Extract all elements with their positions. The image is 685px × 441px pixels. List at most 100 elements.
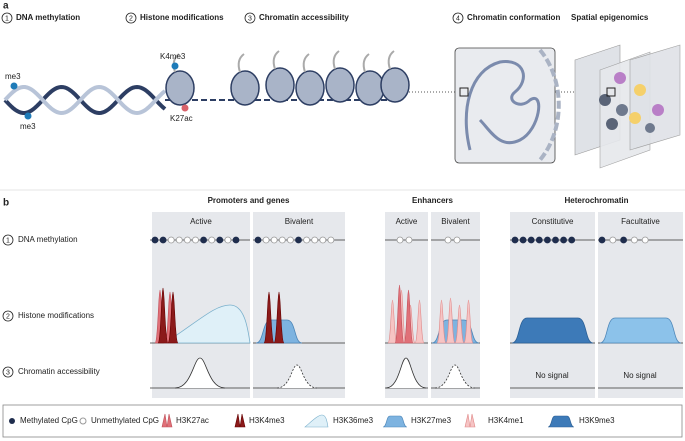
unmethylated-cpg xyxy=(453,236,461,244)
column-title: Facultative xyxy=(621,217,660,226)
mark-dot xyxy=(171,62,179,70)
legend-label: H3K9me3 xyxy=(579,416,615,425)
column-title: Bivalent xyxy=(441,217,470,226)
nucleosome xyxy=(165,70,195,106)
legend-icon xyxy=(79,417,87,425)
group-title: Heterochromatin xyxy=(564,196,628,205)
accessibility-peak xyxy=(174,357,226,389)
methylated-cpg xyxy=(560,236,567,244)
methylated-cpg xyxy=(598,236,606,244)
conformation-box xyxy=(454,47,561,164)
group-title: Enhancers xyxy=(412,196,453,205)
peak xyxy=(263,291,285,344)
step-number: 3 xyxy=(6,369,10,376)
histone-tail xyxy=(302,53,310,73)
unmethylated-cpg xyxy=(327,236,335,244)
mark-label: K27ac xyxy=(170,114,193,123)
step-number: 2 xyxy=(6,313,10,320)
mark-dot xyxy=(10,82,18,90)
unmethylated-cpg xyxy=(444,236,452,244)
peak xyxy=(394,284,414,344)
unmethylated-cpg xyxy=(183,236,191,244)
nucleosome xyxy=(265,67,295,103)
methylated-cpg xyxy=(552,236,559,244)
methylated-cpg xyxy=(535,236,543,244)
step-number: 4 xyxy=(456,15,460,22)
legend-icon xyxy=(234,413,246,428)
peak xyxy=(157,287,179,344)
legend-label: H3K4me3 xyxy=(249,416,285,425)
nucleosome xyxy=(295,70,325,106)
legend-label: H3K36me3 xyxy=(333,416,374,425)
unmethylated-cpg xyxy=(278,236,286,244)
column-title: Active xyxy=(190,217,212,226)
unmethylated-cpg xyxy=(224,236,232,244)
methylated-cpg xyxy=(511,236,519,244)
legend-icon xyxy=(382,415,408,428)
mark-dot xyxy=(181,104,189,112)
plateau xyxy=(511,317,594,344)
number-circle xyxy=(2,366,14,378)
step-number: 1 xyxy=(5,15,9,22)
step-label: Chromatin accessibility xyxy=(259,13,349,22)
unmethylated-cpg xyxy=(641,236,649,244)
step-number: 3 xyxy=(248,15,252,22)
methylated-cpg xyxy=(254,236,262,244)
number-circle xyxy=(2,234,14,246)
number-circle xyxy=(2,310,14,322)
step-number: 2 xyxy=(129,15,133,22)
methylated-cpg xyxy=(544,236,551,244)
number-circle xyxy=(244,12,256,24)
nucleosome xyxy=(355,70,385,106)
nucleosome xyxy=(380,67,410,103)
no-signal: No signal xyxy=(535,371,569,380)
legend-label: H3K27ac xyxy=(176,416,209,425)
histone-tail xyxy=(172,53,180,73)
unmethylated-cpg xyxy=(405,236,413,244)
unmethylated-cpg xyxy=(167,236,175,244)
methylated-cpg xyxy=(159,236,167,244)
legend-label: Unmethylated CpG xyxy=(91,416,159,425)
step-number: 1 xyxy=(6,237,10,244)
methylated-cpg xyxy=(527,236,535,244)
mark-label: K4me3 xyxy=(160,52,186,61)
legend-label: H3K4me1 xyxy=(488,416,524,425)
histone-tail xyxy=(332,50,340,70)
row-label: Histone modifications xyxy=(18,311,94,320)
legend-icon xyxy=(547,415,575,428)
column-title: Bivalent xyxy=(285,217,314,226)
unmethylated-cpg xyxy=(286,236,294,244)
unmethylated-cpg xyxy=(319,236,327,244)
accessibility-peak xyxy=(276,364,318,389)
legend-icon xyxy=(304,414,329,428)
unmethylated-cpg xyxy=(609,236,617,244)
mark-label: me3 xyxy=(20,122,36,131)
unmethylated-cpg xyxy=(631,236,638,244)
unmethylated-cpg xyxy=(192,236,199,244)
legend-icon xyxy=(9,418,15,424)
step-label: Histone modifications xyxy=(140,13,224,22)
plateau xyxy=(163,304,251,344)
row-label: DNA methylation xyxy=(18,235,78,244)
unmethylated-cpg xyxy=(311,236,319,244)
methylated-cpg xyxy=(568,236,576,244)
unmethylated-cpg xyxy=(396,236,404,244)
methylated-cpg xyxy=(620,236,627,244)
panel-label: b xyxy=(3,198,9,209)
spatial-illustration xyxy=(574,44,681,169)
peak xyxy=(436,297,474,344)
nucleosome xyxy=(325,67,355,103)
legend-icon xyxy=(161,413,173,428)
no-signal: No signal xyxy=(623,371,657,380)
column-title: Active xyxy=(396,217,418,226)
nucleosome xyxy=(230,70,260,106)
methylated-cpg xyxy=(200,236,208,244)
methylated-cpg xyxy=(216,236,224,244)
methylated-cpg xyxy=(232,236,240,244)
group-title: Promoters and genes xyxy=(208,196,290,205)
column-title: Constitutive xyxy=(532,217,574,226)
methylated-cpg xyxy=(519,236,527,244)
row-label: Chromatin accessibility xyxy=(18,367,100,376)
histone-tail xyxy=(237,53,245,73)
